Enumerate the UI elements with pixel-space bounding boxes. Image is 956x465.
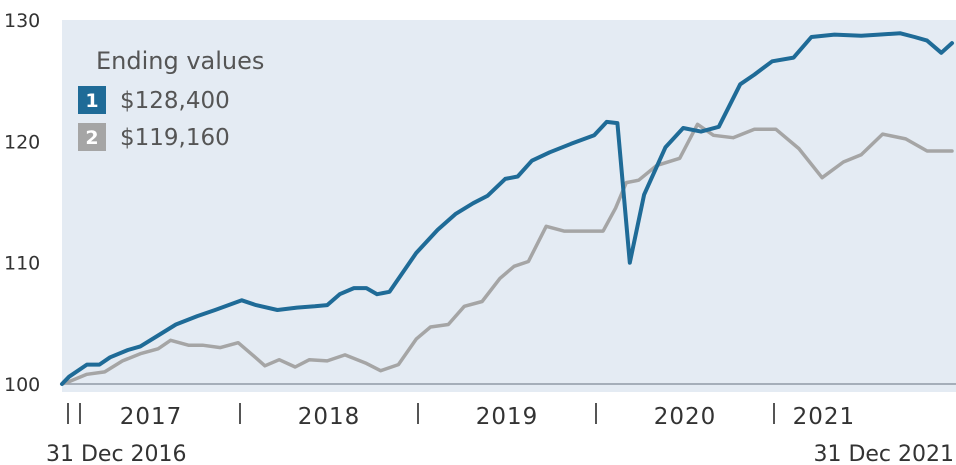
x-tick-label: 2017 [120,404,183,430]
y-tick-label: 130 [4,10,40,32]
legend-swatch-1 [78,86,106,114]
x-axis: 2017 2018 2019 2020 2021 31 Dec 2016 31 Dec 20… [46,403,954,465]
legend-number: 2 [85,127,98,149]
x-tick-label: 2020 [654,404,717,430]
series-layer [60,31,954,386]
x-tick-label: 2019 [476,404,539,430]
series-line-2 [60,122,954,386]
legend-value: $119,160 [120,125,230,151]
y-tick-label: 100 [4,374,40,396]
legend-title: Ending values [96,47,264,75]
y-axis: 100 110 120 130 [4,10,40,396]
x-tick-label: 2018 [298,404,361,430]
y-tick-label: 110 [4,253,40,275]
legend-value: $128,400 [120,88,230,114]
x-start-date: 31 Dec 2016 [46,442,187,465]
x-end-date: 31 Dec 2021 [813,442,954,465]
legend: Ending values 1 $128,400 2 $119,160 [78,47,264,151]
legend-swatch-2 [78,123,106,151]
legend-number: 1 [85,90,98,112]
x-tick-label: 2021 [793,404,856,430]
plot-background [62,20,956,392]
series-line-1 [60,31,954,386]
y-tick-label: 120 [4,131,40,153]
